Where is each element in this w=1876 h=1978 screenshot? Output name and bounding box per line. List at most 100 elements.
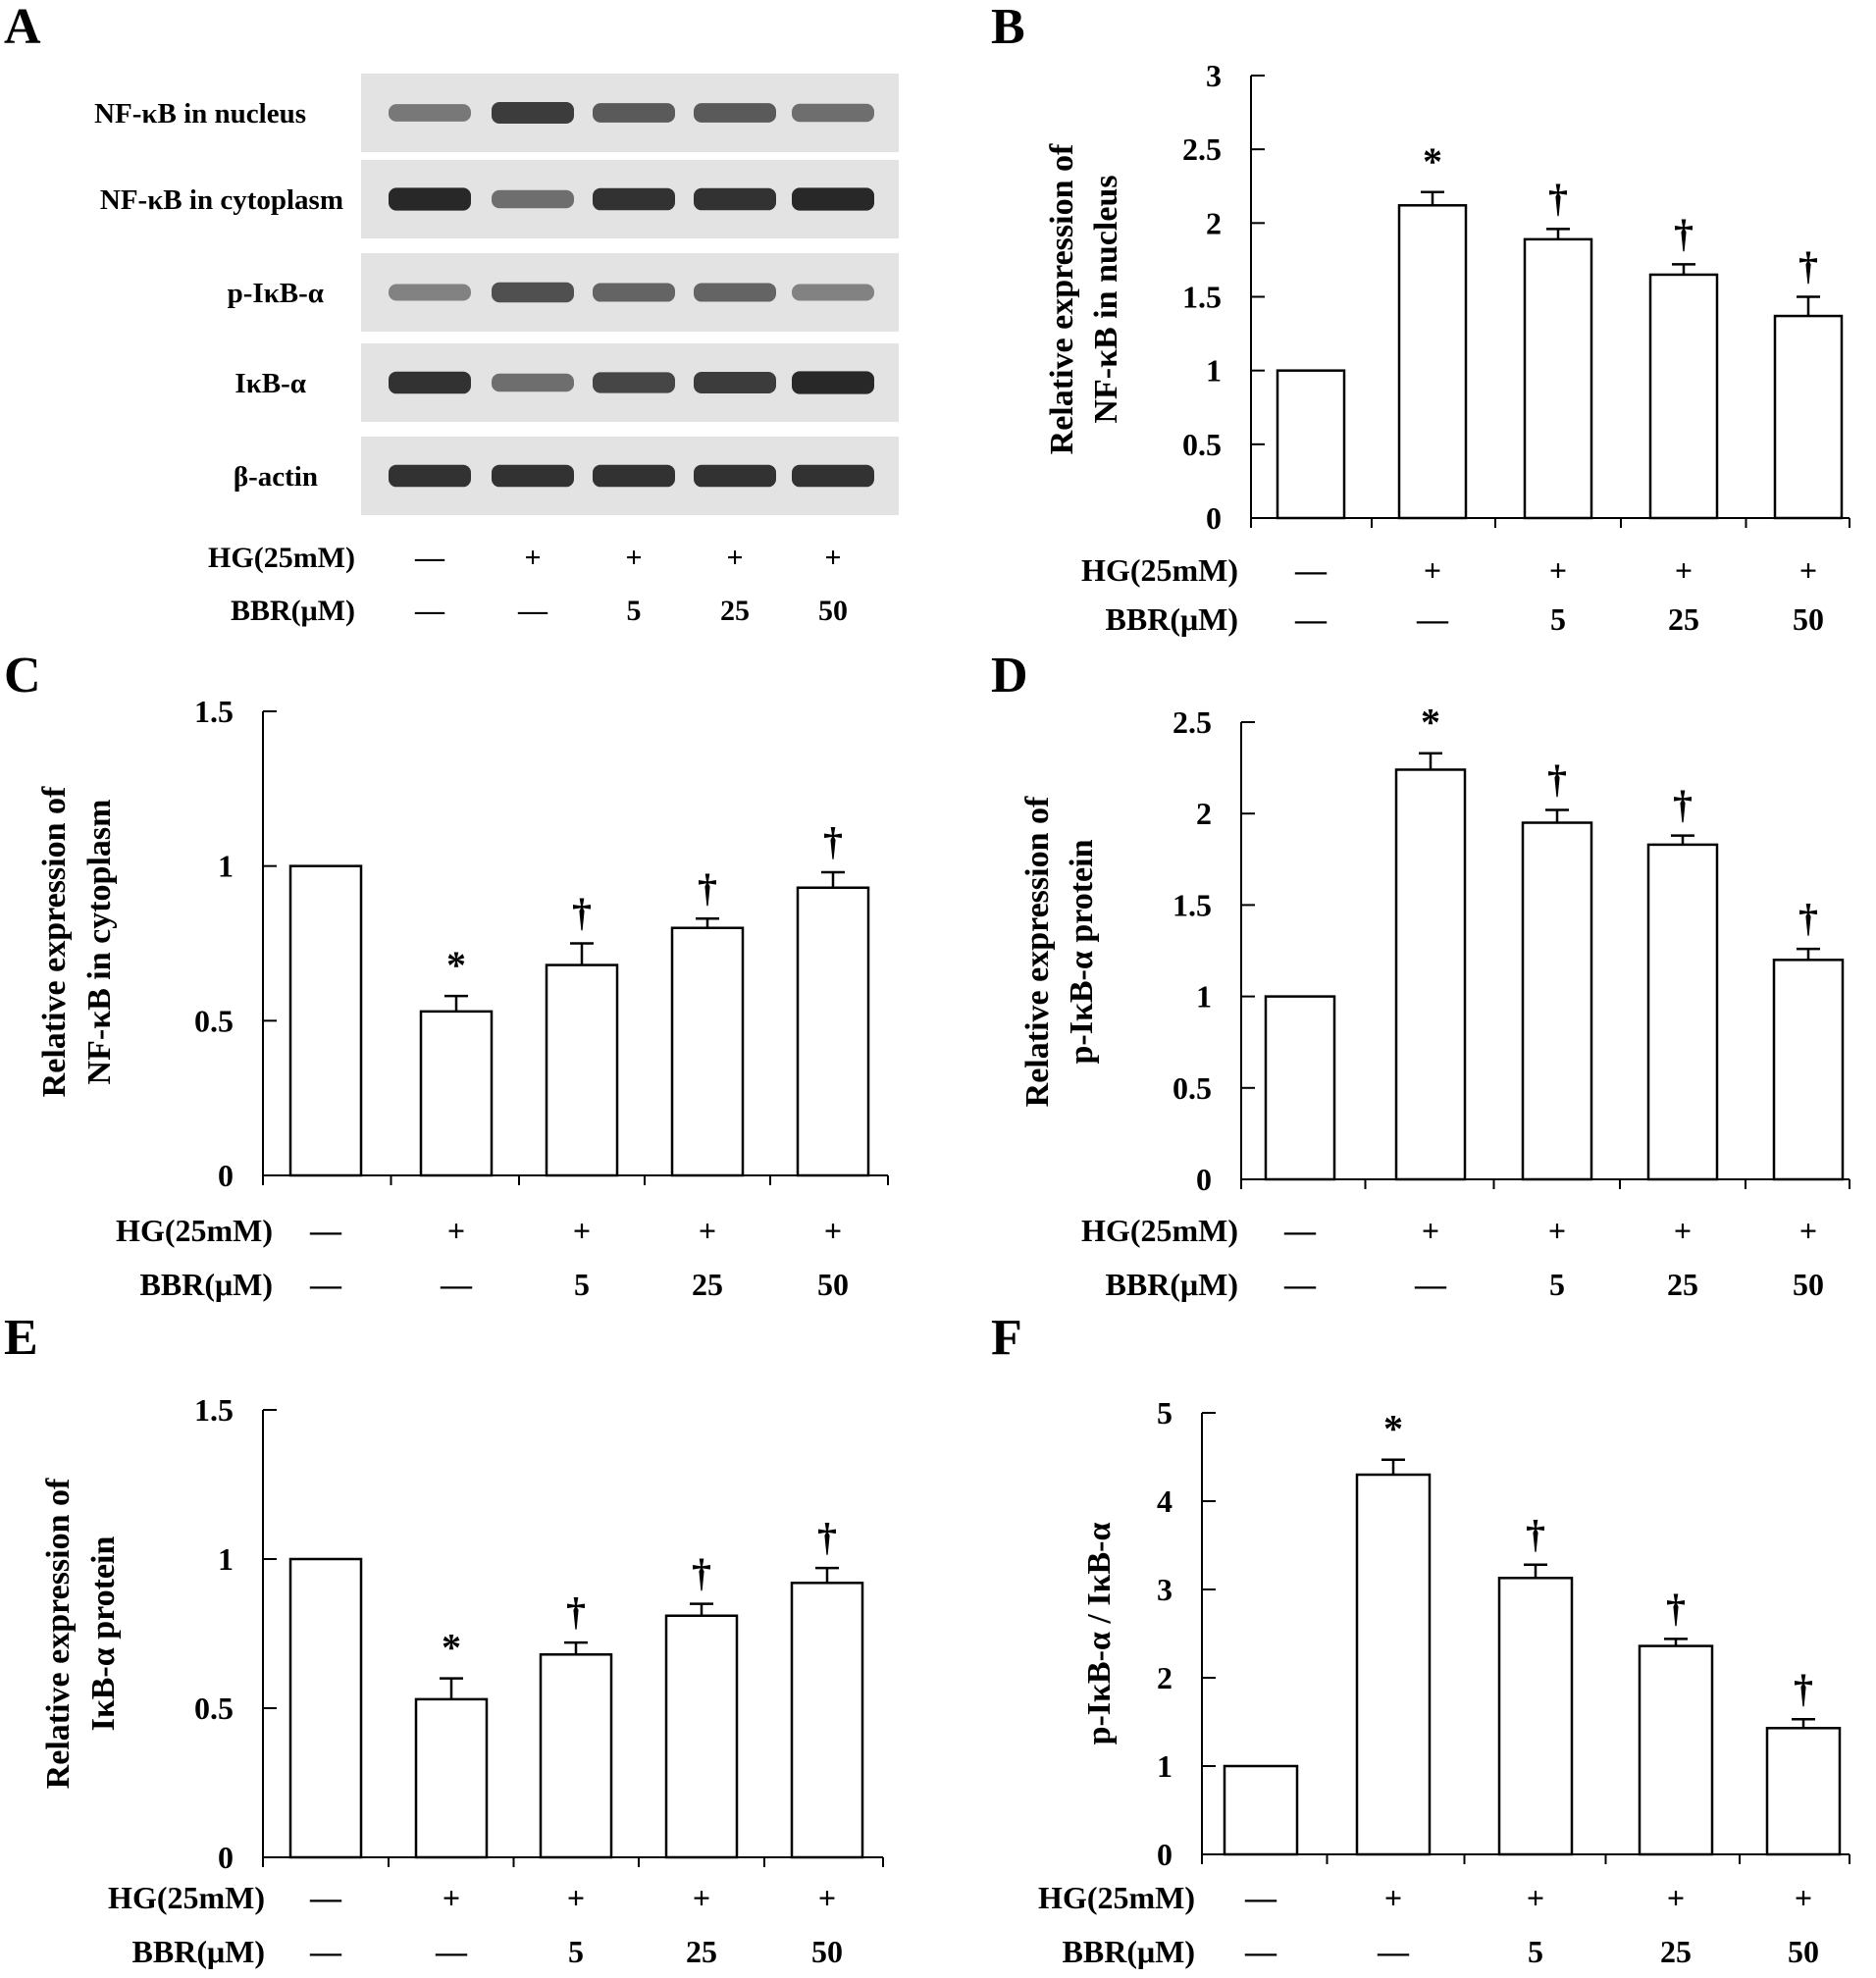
hg-condition-4: + — [1795, 1880, 1812, 1915]
hg-row-label: HG(25mM) — [108, 1880, 265, 1915]
bar-4 — [1765, 1727, 1842, 1856]
y-tick-label: 0.5 — [194, 1691, 234, 1726]
significance-mark-1: * — [1383, 1407, 1403, 1451]
y-tick-label: 5 — [1157, 1395, 1172, 1431]
bbr-condition-1: — — [1377, 1934, 1410, 1969]
bbr-condition-4: 50 — [818, 595, 848, 627]
hg-condition-3: + — [699, 1213, 716, 1248]
y-tick-label: 0 — [1157, 1837, 1172, 1872]
bar-3 — [1648, 273, 1719, 520]
blot-band-3-1 — [492, 373, 574, 392]
bbr-row-label: BBR(μM) — [1106, 1267, 1238, 1302]
blot-row-label-4: β-actin — [234, 461, 318, 493]
hg-condition-2: + — [1527, 1880, 1544, 1915]
bbr-condition-0: — — [1294, 601, 1328, 637]
hg-condition-0: — — [1294, 552, 1328, 588]
bar-3 — [670, 926, 745, 1177]
hg-condition-3: + — [1674, 1213, 1692, 1248]
hg-condition-1: + — [1422, 1213, 1439, 1248]
bbr-row-label: BBR(μM) — [132, 1934, 265, 1969]
y-tick-label: 2 — [1206, 205, 1222, 240]
hg-condition-3: + — [1667, 1880, 1685, 1915]
blot-band-0-4 — [792, 103, 874, 123]
panel-label-d: D — [991, 648, 1028, 703]
western-blot-panel: NF-κB in nucleus NF-κB in cytoplasm p-IκB-… — [94, 74, 899, 627]
bbr-condition-3: 25 — [686, 1934, 717, 1969]
y-tick-label: 0.5 — [1172, 1070, 1212, 1106]
bbr-row-label: BBR(μM) — [1063, 1934, 1195, 1969]
y-axis-label-0: p-IκB-α / IκB-α — [1081, 1523, 1118, 1745]
bar-2 — [1497, 1577, 1574, 1856]
bbr-condition-2: 5 — [1528, 1934, 1543, 1969]
hg-condition-2: + — [567, 1880, 585, 1915]
y-axis-label-1: NF-κB in nucleus — [1088, 175, 1124, 423]
y-tick-label: 0.5 — [1182, 427, 1222, 462]
bbr-condition-4: 50 — [1793, 601, 1824, 637]
blot-band-2-2 — [593, 283, 675, 302]
blot-band-1-2 — [593, 187, 675, 211]
blot-band-0-3 — [694, 103, 776, 123]
bbr-condition-3: 25 — [720, 595, 750, 627]
blot-band-3-3 — [694, 372, 776, 393]
hg-condition-3: + — [693, 1880, 710, 1915]
hg-condition-0: — — [309, 1213, 342, 1248]
y-tick-label: 1 — [1196, 979, 1212, 1015]
significance-mark-1: * — [1423, 139, 1442, 183]
significance-mark-4: † — [823, 819, 843, 863]
bbr-condition-2: 5 — [1550, 601, 1566, 637]
bbr-condition-4: 50 — [1793, 1267, 1824, 1302]
hg-condition-4: + — [1799, 552, 1817, 588]
significance-mark-3: † — [1666, 1586, 1686, 1630]
significance-mark-4: † — [1794, 1666, 1813, 1710]
bar-4 — [1772, 959, 1845, 1181]
hg-row-label: HG(25mM) — [1081, 552, 1238, 588]
hg-condition-0: — — [1244, 1880, 1277, 1915]
chart-p-ikba-ratio: 0 1 2 3 4 5 * † † † p-IκB-α / IκB-α HG(25mM) BBR(μM)… — [1038, 1395, 1850, 1969]
hg-row-label: HG(25mM) — [208, 542, 355, 574]
blot-band-2-0 — [389, 284, 471, 301]
blot-row-label-2: p-IκB-α — [228, 278, 324, 309]
chart-nfkb-cytoplasm: 0 0.5 1 1.5 * † † † Relative expression of NF-κB … — [36, 694, 889, 1302]
bbr-condition-1: — — [1416, 601, 1449, 637]
bbr-condition-0: — — [309, 1934, 342, 1969]
y-axis-label-1: NF-κB in cytoplasm — [81, 800, 118, 1085]
significance-mark-3: † — [1674, 211, 1694, 255]
bbr-row-label: BBR(μM) — [1106, 601, 1238, 637]
y-axis-label-0: Relative expression of — [1044, 143, 1080, 454]
y-axis-label-0: Relative expression of — [1019, 796, 1056, 1107]
significance-mark-2: † — [1548, 176, 1568, 220]
significance-mark-1: * — [446, 943, 466, 987]
y-tick-label: 3 — [1157, 1572, 1172, 1607]
bar-3 — [1646, 843, 1719, 1181]
y-tick-label: 2.5 — [1172, 704, 1212, 740]
hg-condition-1: + — [524, 542, 541, 574]
bar-2 — [1523, 237, 1593, 520]
hg-condition-1: + — [443, 1880, 460, 1915]
bar-1 — [1355, 1473, 1432, 1856]
significance-mark-4: † — [817, 1515, 837, 1559]
significance-mark-4: † — [1798, 896, 1818, 940]
bbr-row-label: BBR(μM) — [140, 1267, 273, 1302]
y-axis-label-0: Relative expression of — [40, 1478, 77, 1789]
hg-condition-4: + — [818, 1880, 836, 1915]
hg-condition-4: + — [824, 1213, 842, 1248]
bar-0 — [1276, 369, 1346, 520]
bar-1 — [414, 1697, 489, 1859]
hg-condition-1: + — [1384, 1880, 1402, 1915]
y-axis-label-0: Relative expression of — [36, 786, 73, 1097]
significance-mark-3: † — [698, 865, 717, 910]
bbr-condition-3: 25 — [1668, 601, 1699, 637]
y-tick-label: 2.5 — [1182, 131, 1222, 167]
bar-3 — [664, 1614, 739, 1859]
hg-condition-2: + — [1549, 552, 1567, 588]
bar-1 — [1394, 768, 1467, 1181]
significance-mark-3: † — [692, 1551, 711, 1595]
significance-mark-2: † — [1547, 756, 1567, 801]
y-tick-label: 1 — [1157, 1748, 1172, 1784]
blot-band-4-2 — [593, 464, 675, 488]
bbr-condition-4: 50 — [1788, 1934, 1819, 1969]
bbr-row-label: BBR(μM) — [231, 595, 355, 627]
blot-band-4-0 — [389, 464, 471, 488]
blot-band-4-3 — [694, 464, 776, 488]
blot-band-1-3 — [694, 187, 776, 211]
